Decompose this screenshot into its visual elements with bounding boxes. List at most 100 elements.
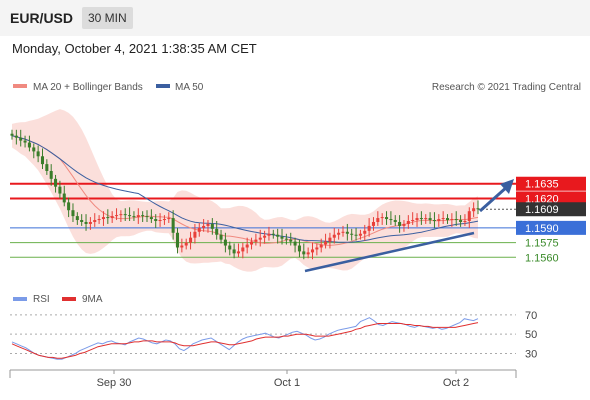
candle-body [472,208,476,212]
candle-body [58,186,62,194]
candle-body [380,217,384,219]
rsi-level-label-50: 50 [525,329,537,341]
candle-body [10,133,14,136]
candle-body [145,216,149,218]
level-label-1.1609: 1.1609 [525,204,559,216]
candle-body [350,233,354,235]
candle-body [402,223,406,226]
candle-body [376,218,380,222]
candle-body [328,237,332,242]
candle-body [371,221,376,226]
candle-body [23,140,27,143]
candle-body [332,234,336,238]
candle-body [337,232,341,235]
credit-label: Research © 2021 Trading Central [432,82,581,93]
candle-body [167,218,171,220]
candle-body [267,233,271,236]
candle-body [141,215,145,217]
candle-body [206,223,210,226]
timeframe-badge[interactable]: 30 MIN [82,7,133,29]
chart-datetime: Monday, October 4, 2021 1:38:35 AM CET [12,41,257,56]
level-label-1.1590: 1.1590 [525,223,559,235]
candle-body [459,220,463,222]
candle-body [476,208,480,210]
candle-body [354,234,358,236]
candle-body [97,219,101,221]
candle-body [110,216,114,219]
rsi-panel: 70 50 30 [10,310,537,361]
x-tick-label: Sep 30 [97,377,132,389]
candle-body [367,225,371,231]
ma-bb-legend-label: MA 20 + Bollinger Bands [33,82,143,93]
candle-body [193,231,197,238]
candle-body [171,218,175,233]
candle-body [54,178,58,187]
ma50-legend-label: MA 50 [175,82,204,93]
candle-body [197,227,201,232]
candle-body [40,156,45,165]
forecast-arrow-shaft [479,184,509,213]
x-tick-label: Oct 1 [274,377,300,389]
rsi-legend-label: RSI [33,294,50,305]
candle-body [114,215,119,217]
candle-body [297,245,301,252]
candle-body [210,223,214,229]
ma50-legend-swatch [156,84,170,88]
candle-body [75,216,79,221]
candle-body [67,202,71,211]
candle-body [341,231,345,233]
candle-body [106,217,110,219]
uptrend-line [304,231,475,273]
candle-body [406,221,410,224]
level-tag-1.1609 [516,202,586,217]
rsi-ma-line [11,322,479,359]
candle-body [250,241,254,245]
candle-body [271,233,275,235]
symbol-title: EUR/USD [10,10,74,26]
level-label-1.1635: 1.1635 [525,179,559,191]
candle-body [119,214,123,216]
bollinger-band [12,109,478,272]
candle-body [293,241,297,246]
candle-body [241,247,245,252]
candle-body [62,193,66,203]
level-label-1.1560: 1.1560 [525,252,559,264]
candle-body [175,232,180,248]
candle-body [467,211,471,222]
candle-body [202,225,206,228]
candle-body [136,215,140,218]
candle-body [71,210,75,217]
candle-body [80,220,84,222]
candle-body [158,220,162,222]
candle-body [19,137,23,141]
candle-body [419,218,423,220]
candle-body [415,218,419,221]
candle-body [411,220,415,222]
candle-body [236,251,240,254]
candle-body [389,219,393,221]
rsi-legend-swatch [13,297,27,301]
candle-body [263,235,267,238]
candle-body [432,220,436,222]
rsi-ma-legend-swatch [62,297,76,301]
candle-body [215,228,219,235]
candle-body [93,220,97,222]
candle-body [232,249,236,254]
candle-body [393,220,397,222]
candle-body [437,219,441,222]
candle-body [463,221,467,223]
rsi-level-label-70: 70 [525,310,537,322]
candle-body [128,215,132,217]
candle-body [223,239,227,246]
candle-body [149,217,153,220]
candle-body [315,247,319,250]
candle-body [14,135,18,138]
candle-body [162,219,166,221]
candle-body [280,236,284,239]
candle-body [101,217,105,220]
candle-body [88,221,92,224]
candle-body [132,216,136,218]
candle-body [254,239,258,242]
